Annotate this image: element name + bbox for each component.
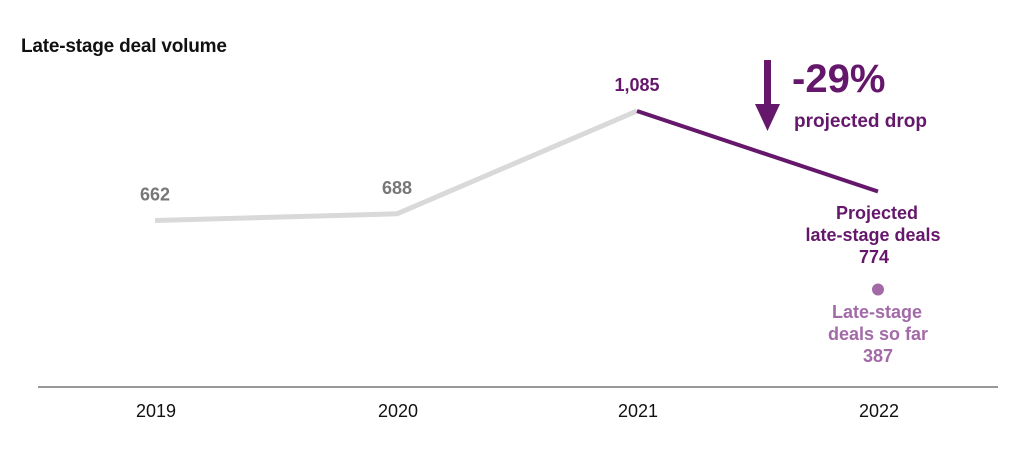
projected-value: 774: [859, 247, 889, 267]
data-label-2019: 662: [140, 185, 170, 205]
data-label-2020: 688: [382, 178, 412, 198]
so-far-label-line2: deals so far: [828, 324, 928, 344]
so-far-label-line1: Late-stage: [832, 302, 922, 322]
projected-series-line: [636, 109, 879, 194]
x-tick-label-2022: 2022: [859, 401, 899, 421]
so-far-point: [872, 283, 884, 296]
x-tick-label-2019: 2019: [136, 401, 176, 421]
projected-label-line1: Projected: [836, 203, 918, 223]
projected-drop-annotation: -29% projected drop: [755, 57, 927, 132]
x-tick-label-2021: 2021: [618, 401, 658, 421]
projected-label-line2: late-stage deals: [805, 225, 940, 245]
projected-label: Projected late-stage deals 774: [805, 203, 940, 267]
so-far-label: Late-stage deals so far 387: [828, 302, 928, 366]
data-label-2021: 1,085: [614, 75, 659, 95]
drop-percentage: -29%: [792, 57, 885, 101]
drop-text: projected drop: [794, 111, 927, 132]
down-arrow-icon: [755, 60, 780, 131]
chart-title: Late-stage deal volume: [21, 36, 227, 57]
x-tick-label-2020: 2020: [378, 401, 418, 421]
actual-series-line: [154, 108, 638, 223]
so-far-value: 387: [863, 346, 893, 366]
